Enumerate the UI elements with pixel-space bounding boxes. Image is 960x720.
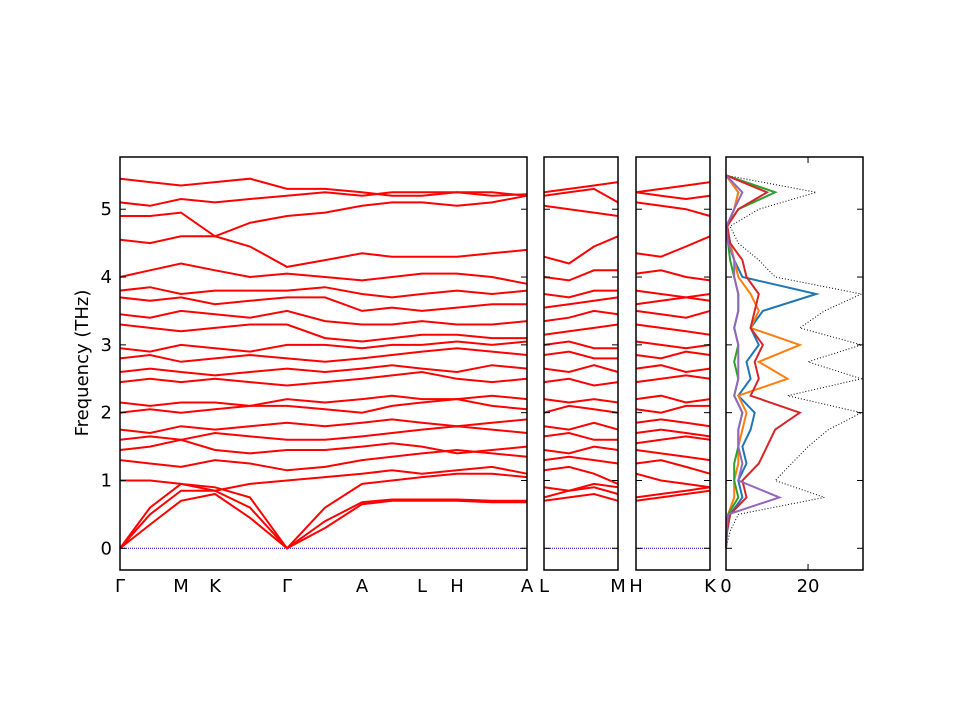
band bbox=[635, 364, 711, 374]
band bbox=[543, 465, 619, 485]
band bbox=[119, 394, 528, 407]
band bbox=[119, 418, 528, 435]
band bbox=[543, 486, 619, 499]
band bbox=[119, 296, 527, 312]
band bbox=[635, 235, 711, 258]
x-tick-label: L bbox=[417, 576, 427, 597]
x-tick-label: K bbox=[704, 576, 717, 597]
band bbox=[635, 201, 711, 217]
band bbox=[635, 309, 711, 319]
band bbox=[120, 465, 528, 492]
band bbox=[543, 364, 619, 374]
band bbox=[543, 445, 619, 455]
band bbox=[119, 191, 528, 207]
band bbox=[120, 194, 528, 238]
band bbox=[119, 262, 528, 285]
band bbox=[635, 296, 711, 306]
band bbox=[119, 286, 528, 299]
axes-frame bbox=[725, 156, 864, 571]
band bbox=[119, 370, 528, 387]
band bbox=[635, 350, 711, 360]
x-tick-label: A bbox=[521, 576, 534, 597]
axes-frame bbox=[543, 156, 619, 571]
band bbox=[543, 404, 619, 414]
x-tick-label: M bbox=[610, 576, 626, 597]
band bbox=[119, 425, 528, 441]
band bbox=[119, 364, 528, 377]
x-tick-label: 0 bbox=[720, 576, 731, 597]
dos-line bbox=[725, 174, 802, 549]
band bbox=[635, 289, 711, 299]
x-tick-label: K bbox=[209, 576, 222, 597]
y-tick-label: 5 bbox=[101, 199, 112, 220]
band bbox=[635, 472, 711, 489]
band bbox=[119, 398, 528, 414]
x-tick-label: A bbox=[356, 576, 369, 597]
y-tick-label: 3 bbox=[101, 335, 112, 356]
band bbox=[543, 377, 619, 387]
y-axis-label: Frequency (THz) bbox=[72, 290, 93, 437]
x-tick-label: L bbox=[539, 576, 549, 597]
band bbox=[119, 347, 528, 363]
band bbox=[543, 204, 619, 217]
band bbox=[543, 187, 619, 204]
x-tick-label: Γ bbox=[282, 576, 292, 597]
band bbox=[543, 421, 619, 431]
band bbox=[635, 435, 711, 445]
band bbox=[635, 340, 711, 350]
band bbox=[543, 296, 619, 309]
band bbox=[543, 289, 618, 299]
band bbox=[635, 418, 711, 428]
x-tick-label: 20 bbox=[797, 576, 820, 597]
y-tick-label: 0 bbox=[101, 538, 112, 559]
band bbox=[119, 448, 528, 472]
band bbox=[635, 486, 711, 499]
band bbox=[635, 394, 711, 404]
x-tick-label: Γ bbox=[115, 576, 125, 597]
band bbox=[543, 455, 619, 465]
band bbox=[119, 309, 528, 326]
band bbox=[543, 181, 619, 194]
band bbox=[119, 177, 528, 197]
y-tick-label: 2 bbox=[101, 403, 112, 424]
band bbox=[119, 235, 528, 268]
band bbox=[119, 340, 528, 353]
band bbox=[543, 350, 618, 360]
band bbox=[119, 489, 527, 550]
band bbox=[635, 428, 711, 438]
band bbox=[543, 398, 619, 404]
band bbox=[635, 404, 710, 414]
band bbox=[119, 323, 527, 343]
band bbox=[635, 374, 711, 384]
x-tick-label: M bbox=[173, 576, 189, 597]
y-tick-label: 1 bbox=[101, 470, 112, 491]
band bbox=[543, 431, 618, 441]
band bbox=[635, 489, 711, 502]
band bbox=[635, 459, 711, 475]
band bbox=[543, 269, 618, 282]
band bbox=[543, 482, 619, 492]
band bbox=[543, 323, 619, 336]
band bbox=[543, 235, 619, 265]
x-tick-label: H bbox=[629, 576, 643, 597]
band bbox=[635, 191, 711, 201]
dos-line bbox=[725, 174, 820, 549]
band bbox=[119, 492, 527, 550]
band bbox=[635, 323, 711, 336]
band bbox=[543, 309, 619, 323]
band bbox=[635, 449, 711, 462]
axes-frame bbox=[119, 156, 528, 571]
band bbox=[635, 181, 711, 194]
y-tick-label: 4 bbox=[101, 267, 112, 288]
x-tick-label: H bbox=[450, 576, 464, 597]
dos-line bbox=[725, 174, 783, 549]
band bbox=[543, 492, 619, 502]
axes-frame bbox=[635, 156, 711, 571]
band bbox=[635, 269, 711, 282]
band bbox=[543, 340, 618, 350]
